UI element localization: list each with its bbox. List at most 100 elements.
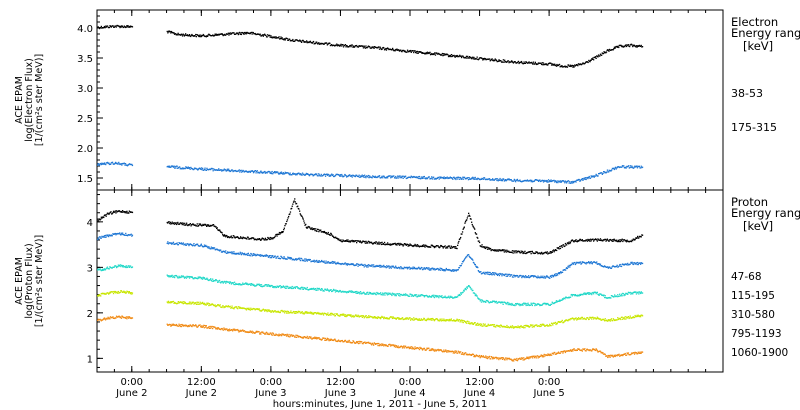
data-point [109,292,112,294]
data-point [99,236,101,238]
data-point [117,210,119,212]
data-point [436,245,439,247]
data-point [369,175,371,177]
data-point [468,255,470,257]
data-point [199,245,201,247]
data-point [276,235,278,237]
data-point [327,289,330,291]
data-point [335,263,337,265]
data-point [529,304,531,306]
data-point [236,283,238,285]
data-point [388,293,390,296]
data-point [569,242,571,245]
data-point [496,249,499,251]
data-point [540,325,542,327]
data-point [259,171,261,173]
data-point [458,267,461,269]
data-point [378,316,380,319]
data-point [269,236,271,239]
data-point [550,62,552,64]
data-point [111,235,113,237]
data-point [363,266,365,268]
data-point [318,231,320,233]
y-axis-label-line: ACE EPAM [14,76,25,124]
data-point [487,271,489,273]
legend-title-line: [keV] [743,39,773,53]
data-point [627,44,630,46]
data-point [279,38,281,40]
data-point [337,173,339,176]
data-point [167,300,170,302]
data-point [200,34,202,36]
data-point [617,45,619,47]
data-point [506,326,509,329]
data-point [230,33,233,35]
data-point [524,327,526,329]
data-point [390,293,392,295]
data-point [515,181,517,183]
data-point [183,34,185,36]
data-point [544,277,547,279]
data-point [561,180,563,183]
data-point [618,295,620,297]
data-point [284,312,286,314]
data-point [404,243,406,245]
data-point [129,234,132,236]
data-point [311,227,313,229]
data-point [586,292,588,295]
data-point [182,167,184,169]
data-point [412,319,414,321]
data-point [593,293,595,295]
data-point [558,299,561,301]
data-point [183,224,185,226]
data-point [358,174,360,176]
data-point [198,277,200,279]
data-point [638,165,640,167]
data-point [202,223,204,226]
data-point [544,275,546,278]
data-point [590,240,592,242]
data-point [455,270,457,272]
data-point [200,168,202,170]
data-point [475,265,477,267]
data-point [577,179,579,181]
data-point [585,263,587,265]
data-point [433,294,435,296]
data-point [636,237,638,239]
data-point [170,243,173,245]
data-point [196,225,198,227]
data-point [405,318,407,320]
data-point [599,55,601,57]
data-point [394,242,396,244]
data-point [416,50,419,53]
data-point [238,253,241,255]
data-point [529,179,532,181]
data-point [386,243,388,246]
data-point [510,325,512,327]
data-point [486,273,488,275]
data-point [613,46,616,48]
data-point [328,175,330,177]
data-point [429,246,431,248]
data-point [552,63,555,65]
data-point [222,282,224,284]
data-point [364,47,366,49]
data-point [434,54,437,56]
data-point [554,181,556,183]
data-point [499,177,501,180]
data-point [482,272,484,274]
data-point [488,273,491,276]
data-point [98,27,101,30]
data-point [571,293,573,296]
data-point [574,261,576,264]
data-point [427,296,429,298]
data-point [115,210,118,212]
data-point [487,246,489,249]
data-point [360,176,363,178]
data-point [194,244,196,247]
data-point [189,243,191,245]
data-point [245,31,247,34]
data-point [384,48,386,51]
data-point [316,175,319,177]
